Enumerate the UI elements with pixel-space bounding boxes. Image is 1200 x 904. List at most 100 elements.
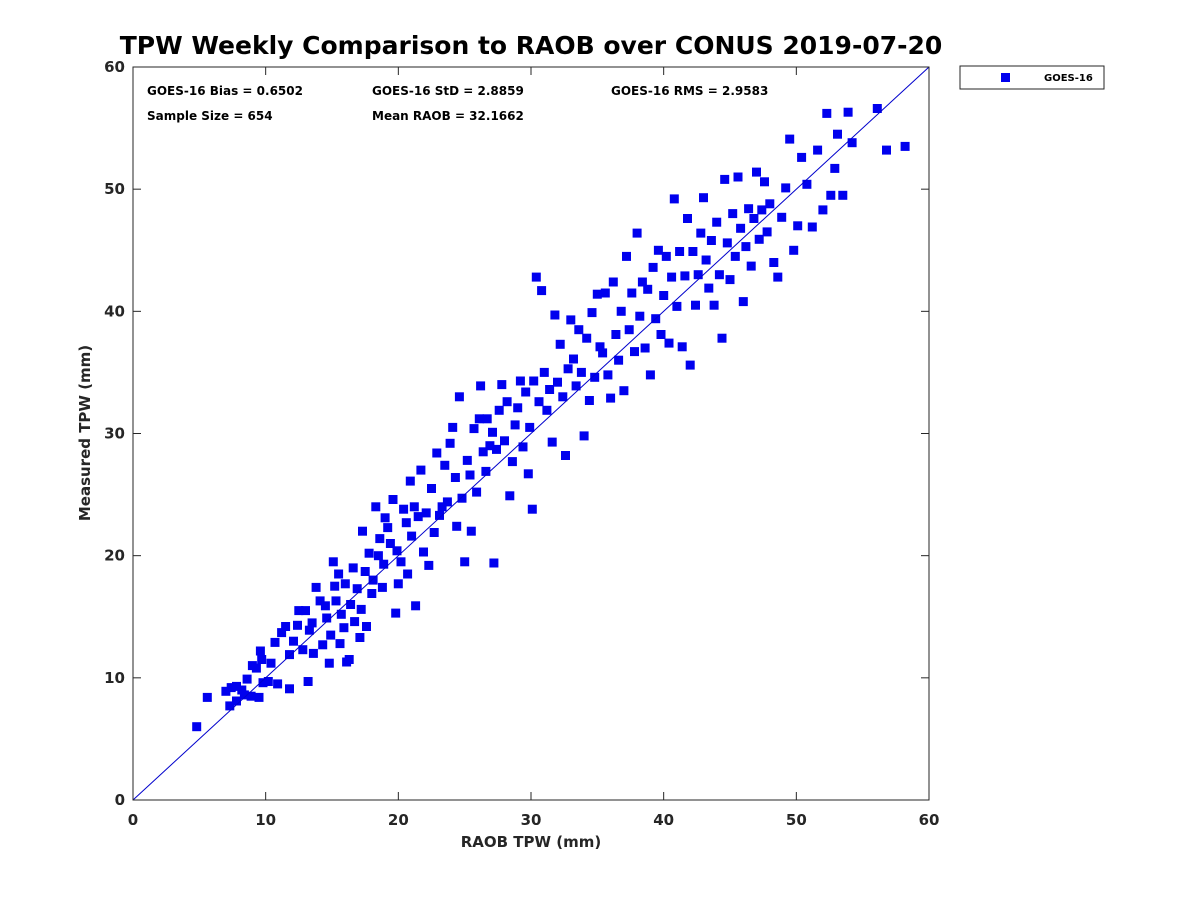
data-point-68 <box>379 559 389 569</box>
data-point-44 <box>331 596 341 606</box>
data-point-63 <box>368 575 378 585</box>
data-point-16 <box>257 655 267 664</box>
data-point-33 <box>307 618 317 628</box>
data-point-98 <box>450 473 460 482</box>
data-point-166 <box>622 251 631 261</box>
data-point-203 <box>720 174 730 184</box>
data-point-6 <box>232 681 241 691</box>
data-point-196 <box>701 255 711 265</box>
data-point-105 <box>466 526 476 536</box>
data-point-86 <box>419 547 428 557</box>
data-point-55 <box>352 584 362 594</box>
data-point-167 <box>624 325 634 335</box>
data-point-171 <box>635 311 645 321</box>
legend: GOES-16 <box>959 65 1105 90</box>
data-point-104 <box>465 470 475 480</box>
data-point-30 <box>301 606 310 616</box>
data-point-75 <box>393 579 403 589</box>
data-point-210 <box>738 297 748 307</box>
data-point-45 <box>334 569 344 579</box>
data-point-150 <box>579 431 589 441</box>
data-point-111 <box>481 466 491 476</box>
data-point-227 <box>793 221 803 231</box>
data-point-89 <box>427 484 436 493</box>
legend-box <box>959 65 1105 90</box>
x-tick-label-50: 50 <box>786 811 807 829</box>
data-point-87 <box>421 508 431 518</box>
data-point-79 <box>403 569 413 579</box>
data-point-164 <box>616 306 626 316</box>
data-point-162 <box>611 330 621 339</box>
data-point-77 <box>399 504 409 514</box>
data-point-199 <box>709 300 719 310</box>
data-point-7 <box>232 696 241 706</box>
data-point-28 <box>294 606 304 616</box>
data-point-153 <box>587 308 597 318</box>
data-point-96 <box>445 438 455 448</box>
y-tick-label-60: 60 <box>104 58 125 76</box>
x-axis-label: RAOB TPW (mm) <box>461 833 602 851</box>
data-point-15 <box>255 646 265 656</box>
data-point-34 <box>308 648 318 658</box>
legend-label-goes16: GOES-16 <box>1044 73 1093 84</box>
data-point-99 <box>452 521 462 531</box>
data-point-24 <box>285 650 294 660</box>
data-point-157 <box>598 348 608 358</box>
x-tick-label-30: 30 <box>521 811 542 829</box>
data-point-127 <box>521 387 531 397</box>
data-point-47 <box>336 609 346 619</box>
data-point-238 <box>843 107 853 117</box>
data-point-21 <box>273 679 283 689</box>
data-point-151 <box>582 333 592 343</box>
data-point-91 <box>432 448 442 458</box>
data-point-25 <box>285 684 294 694</box>
stat-mean-raob: Mean RAOB = 32.1662 <box>372 109 524 123</box>
reference-line-1to1 <box>132 66 930 801</box>
data-point-180 <box>659 291 669 300</box>
data-point-59 <box>360 567 370 576</box>
data-point-29 <box>298 645 308 655</box>
y-tick-label-10: 10 <box>104 669 125 687</box>
data-point-11 <box>246 691 256 701</box>
data-point-113 <box>485 441 495 451</box>
x-tick-label-20: 20 <box>388 811 409 829</box>
data-point-9 <box>239 690 249 700</box>
data-point-78 <box>401 518 411 528</box>
data-point-88 <box>424 560 434 570</box>
data-point-26 <box>289 636 298 646</box>
data-point-90 <box>429 528 439 537</box>
data-point-61 <box>364 548 374 558</box>
data-point-52 <box>346 600 356 609</box>
data-point-112 <box>482 414 492 424</box>
data-point-204 <box>722 238 732 248</box>
data-point-101 <box>457 493 467 503</box>
data-point-137 <box>545 385 555 394</box>
data-point-205 <box>725 275 735 285</box>
data-point-235 <box>830 163 840 173</box>
data-point-128 <box>523 469 533 479</box>
data-point-211 <box>741 242 751 252</box>
data-point-131 <box>529 376 539 386</box>
data-point-117 <box>494 405 504 415</box>
data-point-195 <box>699 193 708 203</box>
data-point-49 <box>340 579 350 589</box>
data-point-158 <box>600 288 610 298</box>
data-point-239 <box>847 138 857 148</box>
data-point-142 <box>558 392 568 402</box>
data-points-layer <box>192 104 910 732</box>
data-point-231 <box>813 145 823 155</box>
data-point-149 <box>576 367 586 377</box>
data-point-38 <box>320 601 330 611</box>
data-point-8 <box>237 685 247 695</box>
data-point-110 <box>478 447 488 457</box>
data-point-4 <box>225 701 235 711</box>
data-point-95 <box>442 497 452 507</box>
data-point-70 <box>383 523 393 533</box>
data-point-57 <box>356 604 366 614</box>
data-point-136 <box>542 405 552 415</box>
data-point-185 <box>672 301 682 311</box>
y-tick-label-40: 40 <box>104 302 125 320</box>
data-point-40 <box>324 658 334 668</box>
data-point-202 <box>717 333 727 343</box>
